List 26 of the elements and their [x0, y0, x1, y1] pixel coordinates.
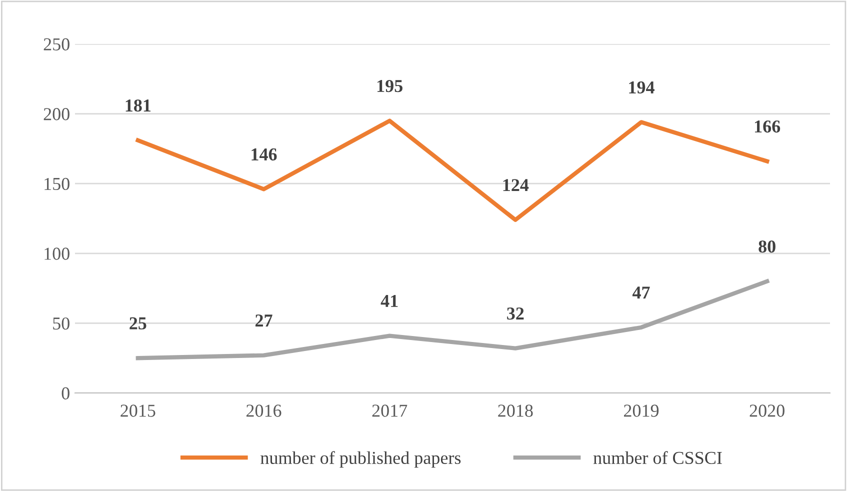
data-label: 124 — [503, 179, 529, 192]
data-label: 146 — [252, 148, 277, 161]
data-label: 80 — [758, 240, 776, 253]
x-tick-label: 2015 — [120, 404, 156, 417]
y-tick-label: 150 — [44, 178, 70, 190]
data-label: 166 — [754, 120, 780, 133]
x-tick-label: 2018 — [498, 404, 533, 417]
data-label: 41 — [380, 295, 398, 307]
y-tick-label: 0 — [62, 387, 70, 400]
data-label: 47 — [632, 286, 650, 299]
x-tick-label: 2016 — [246, 404, 282, 417]
x-tick-label: 2019 — [624, 404, 659, 417]
data-label: 25 — [130, 317, 146, 330]
data-label: 32 — [507, 308, 524, 320]
y-tick-label: 50 — [53, 317, 70, 330]
y-tick-label: 200 — [44, 108, 70, 120]
y-tick-label: 100 — [44, 248, 70, 260]
y-tick-label: 250 — [44, 38, 70, 50]
data-label: 181 — [126, 99, 151, 112]
data-label: 27 — [255, 314, 272, 326]
data-label: 195 — [377, 80, 402, 92]
x-tick-label: 2017 — [372, 404, 408, 417]
x-tick-label: 2020 — [750, 404, 784, 417]
legend-label: number of published papers — [260, 451, 461, 468]
data-label: 194 — [629, 81, 654, 94]
legend-label: number of CSSCI — [593, 451, 722, 464]
